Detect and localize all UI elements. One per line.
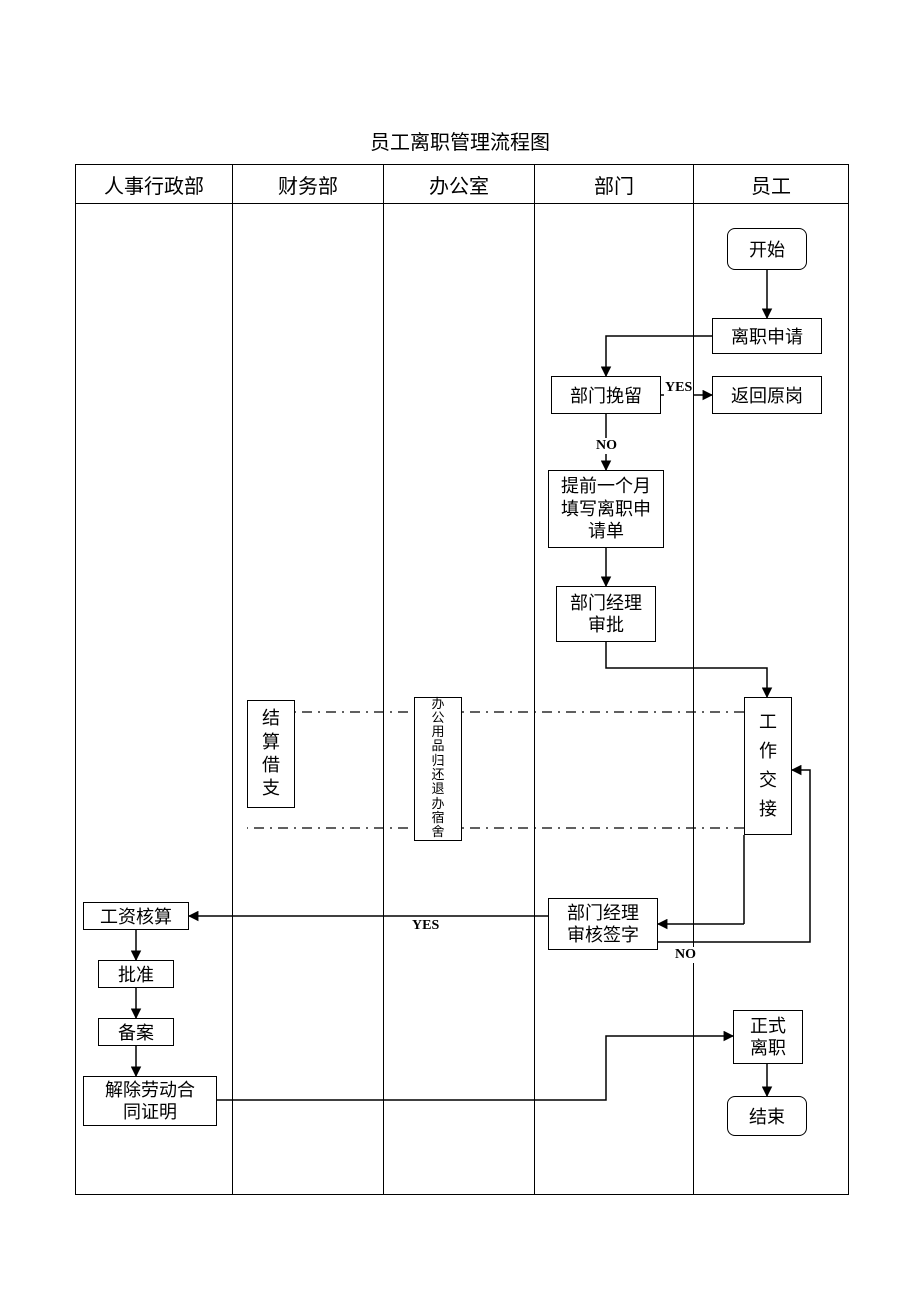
lane-header-hr: 人事行政部 — [76, 165, 233, 204]
node-mgr-approve: 部门经理 审批 — [556, 586, 656, 642]
label-retain-no: NO — [595, 438, 618, 454]
node-contract: 解除劳动合 同证明 — [83, 1076, 217, 1126]
node-mgr-sign: 部门经理 审核签字 — [548, 898, 658, 950]
node-approve2: 批准 — [98, 960, 174, 988]
label-retain-yes: YES — [664, 380, 693, 396]
node-end: 结束 — [727, 1096, 807, 1136]
node-start: 开始 — [727, 228, 807, 270]
label-sign-yes: YES — [411, 918, 440, 934]
node-apply: 离职申请 — [712, 318, 822, 354]
flowchart-page: 员工离职管理流程图 人事行政部 财务部 办公室 部门 员工 — [0, 0, 920, 1302]
lane-header-finance: 财务部 — [233, 165, 384, 204]
node-return: 返回原岗 — [712, 376, 822, 414]
node-fillform: 提前一个月 填写离职申 请单 — [548, 470, 664, 548]
node-settle: 结 算 借 支 — [247, 700, 295, 808]
node-handover: 工 作 交 接 — [744, 697, 792, 835]
node-salary: 工资核算 — [83, 902, 189, 930]
lane-header-emp: 员工 — [694, 165, 849, 204]
node-office-return: 办 公 用 品 归 还 退 办 宿 舍 — [414, 697, 462, 841]
swimlane-header-row: 人事行政部 财务部 办公室 部门 员工 — [76, 165, 849, 204]
node-retain: 部门挽留 — [551, 376, 661, 414]
node-record: 备案 — [98, 1018, 174, 1046]
node-leave: 正式 离职 — [733, 1010, 803, 1064]
lane-header-office: 办公室 — [384, 165, 535, 204]
label-sign-no: NO — [674, 947, 697, 963]
lane-header-dept: 部门 — [535, 165, 694, 204]
diagram-title: 员工离职管理流程图 — [0, 126, 920, 155]
